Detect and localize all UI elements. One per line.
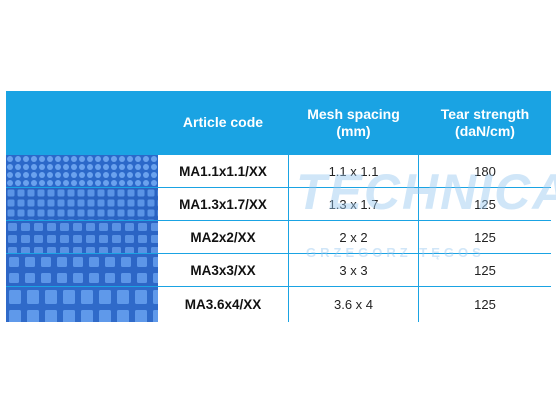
row3-article-code: MA2x2/XX [158,221,288,253]
row1-mesh-text: 1.1 x 1.1 [328,163,379,179]
mesh-thumbnail-5 [6,287,158,322]
row3-mesh-text: 2 x 2 [339,229,368,245]
mesh-thumbnail-3 [6,221,158,253]
header-article-code: Article code [158,91,288,154]
row1-article-code: MA1.1x1.1/XX [158,155,288,187]
row5-mesh-text: 3.6 x 4 [333,297,374,312]
mesh-pattern-fine-icon [6,155,158,187]
header-tear-strength-line2: (daN/cm) [455,122,515,139]
row1-code-text: MA1.1x1.1/XX [179,163,267,179]
row5-tear-strength: 125 [419,287,551,322]
row3-code-text: MA2x2/XX [190,229,256,245]
header-mesh-spacing: Mesh spacing (mm) [289,91,418,154]
row2-mesh-spacing: 1.3 x 1.7 [289,188,418,220]
thumbnail-header-blank [6,91,158,154]
row4-mesh-text: 3 x 3 [339,262,368,278]
row4-tear-text: 125 [474,262,496,278]
mesh-pattern-small-icon [6,188,158,220]
row5-article-code: MA3.6x4/XX [158,287,288,322]
header-article-code-label: Article code [182,114,264,130]
row2-article-code: MA1.3x1.7/XX [158,188,288,220]
row3-tear-strength: 125 [419,221,551,253]
row2-tear-text: 125 [474,196,496,212]
mesh-pattern-large-icon [6,254,158,286]
row3-tear-text: 125 [474,229,496,245]
mesh-pattern-xlarge-icon [6,287,158,322]
header-mesh-spacing-line2: (mm) [336,122,371,139]
row4-tear-strength: 125 [419,254,551,286]
row1-mesh-spacing: 1.1 x 1.1 [289,155,418,187]
mesh-pattern-medium-icon [6,221,158,253]
row4-article-code: MA3x3/XX [158,254,288,286]
product-table: Article code Mesh spacing (mm) Tear stre… [6,91,556,322]
row1-tear-strength: 180 [419,155,551,187]
row5-tear-text: 125 [474,297,496,312]
header-tear-strength: Tear strength (daN/cm) [419,91,551,154]
mesh-thumbnail-4 [6,254,158,286]
header-mesh-spacing-line1: Mesh spacing [307,105,400,122]
row4-code-text: MA3x3/XX [190,262,256,278]
row2-mesh-text: 1.3 x 1.7 [328,196,379,212]
header-tear-strength-line1: Tear strength [440,105,530,122]
row5-mesh-spacing: 3.6 x 4 [289,287,418,322]
row4-mesh-spacing: 3 x 3 [289,254,418,286]
row5-code-text: MA3.6x4/XX [184,297,262,312]
mesh-thumbnail-1 [6,155,158,187]
row2-code-text: MA1.3x1.7/XX [179,196,267,212]
row1-tear-text: 180 [474,163,496,179]
mesh-thumbnail-2 [6,188,158,220]
row2-tear-strength: 125 [419,188,551,220]
row3-mesh-spacing: 2 x 2 [289,221,418,253]
